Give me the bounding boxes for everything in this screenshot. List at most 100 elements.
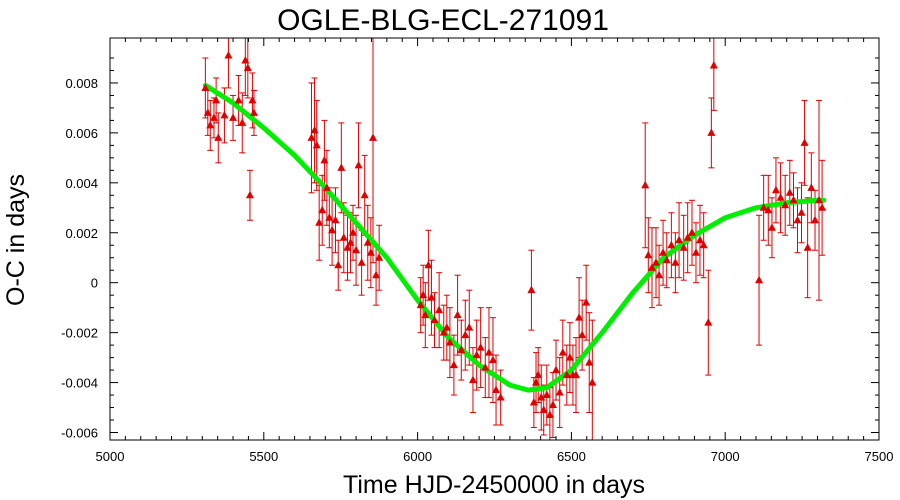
data-point	[527, 285, 536, 294]
data-point	[343, 243, 352, 251]
data-point	[789, 195, 798, 204]
data-point	[310, 125, 319, 134]
data-point	[575, 313, 584, 321]
data-point	[354, 160, 363, 169]
data-point	[468, 375, 477, 384]
data-point	[683, 233, 692, 241]
data-point	[349, 228, 358, 236]
data-point	[457, 345, 466, 354]
data-point	[555, 388, 564, 396]
data-point	[529, 398, 538, 406]
x-tick-label: 6000	[403, 449, 432, 464]
data-point	[312, 140, 321, 149]
data-point	[767, 223, 776, 231]
data-point	[472, 350, 481, 359]
y-tick-label: 0.008	[65, 76, 98, 91]
data-point	[363, 238, 372, 246]
data-point	[644, 250, 653, 259]
data-point	[492, 385, 501, 394]
data-point	[214, 133, 223, 141]
data-point	[318, 205, 327, 214]
data-point	[675, 235, 684, 244]
data-point	[539, 405, 548, 414]
data-point	[815, 195, 824, 204]
data-point	[439, 328, 448, 336]
data-point	[764, 205, 773, 214]
data-point	[807, 183, 816, 191]
data-point	[419, 290, 428, 299]
data-point	[465, 323, 474, 331]
data-point	[220, 110, 229, 119]
fit-curve	[202, 82, 827, 393]
data-point	[542, 390, 551, 399]
data-point	[320, 155, 329, 164]
data-point	[771, 185, 780, 194]
data-point	[671, 258, 680, 266]
data-point	[585, 358, 594, 366]
data-point	[249, 108, 258, 116]
data-point	[655, 270, 664, 279]
data-point	[331, 215, 340, 224]
y-tick-label: 0.002	[65, 226, 98, 241]
data-point	[372, 270, 381, 279]
data-point	[818, 203, 827, 211]
data-point	[558, 348, 567, 356]
data-point	[334, 260, 343, 269]
data-point	[709, 60, 718, 69]
data-point	[416, 300, 425, 309]
y-tick-label: 0.004	[65, 176, 98, 191]
data-point	[234, 95, 243, 104]
data-point	[803, 243, 812, 251]
data-point	[699, 240, 708, 249]
x-axis-label: Time HJD-2450000 in days	[343, 471, 645, 499]
x-tick-label: 6500	[557, 449, 586, 464]
data-point	[800, 138, 809, 146]
data-point	[662, 255, 671, 264]
data-point	[366, 248, 375, 256]
data-point	[224, 50, 233, 59]
data-point	[488, 355, 497, 364]
data-point	[647, 263, 656, 271]
data-point	[209, 113, 218, 121]
data-point	[442, 323, 451, 331]
data-point	[325, 213, 334, 221]
data-point	[481, 363, 490, 371]
data-point	[781, 200, 790, 209]
data-point	[793, 215, 802, 224]
chart-title: OGLE-BLG-ECL-271091	[277, 4, 609, 37]
data-point	[449, 360, 458, 369]
data-point	[339, 233, 348, 241]
x-tick-label: 7000	[711, 449, 740, 464]
data-point	[679, 243, 688, 251]
data-point	[238, 118, 247, 126]
data-point	[755, 275, 764, 284]
data-point	[704, 318, 713, 326]
data-point	[427, 293, 436, 301]
data-point	[476, 343, 485, 351]
data-point	[811, 215, 820, 224]
data-point	[203, 108, 212, 116]
data-point	[537, 393, 546, 401]
x-tick-label: 7500	[865, 449, 894, 464]
x-tick-label: 5000	[96, 449, 125, 464]
data-point	[243, 63, 252, 71]
data-point	[534, 370, 543, 379]
data-point	[667, 240, 676, 249]
data-point	[582, 298, 591, 306]
data-point	[484, 348, 493, 356]
data-point	[545, 410, 554, 419]
data-point	[352, 245, 361, 254]
y-tick-label: -0.006	[61, 426, 98, 441]
data-point	[532, 378, 541, 386]
data-point	[424, 260, 433, 269]
data-point	[445, 338, 454, 346]
data-point	[453, 310, 462, 319]
y-tick-label: -0.002	[61, 326, 98, 341]
data-point	[641, 180, 650, 189]
data-point	[785, 188, 794, 196]
data-point	[357, 258, 366, 266]
data-point	[212, 95, 221, 104]
data-point	[346, 238, 355, 246]
data-point	[322, 183, 331, 191]
